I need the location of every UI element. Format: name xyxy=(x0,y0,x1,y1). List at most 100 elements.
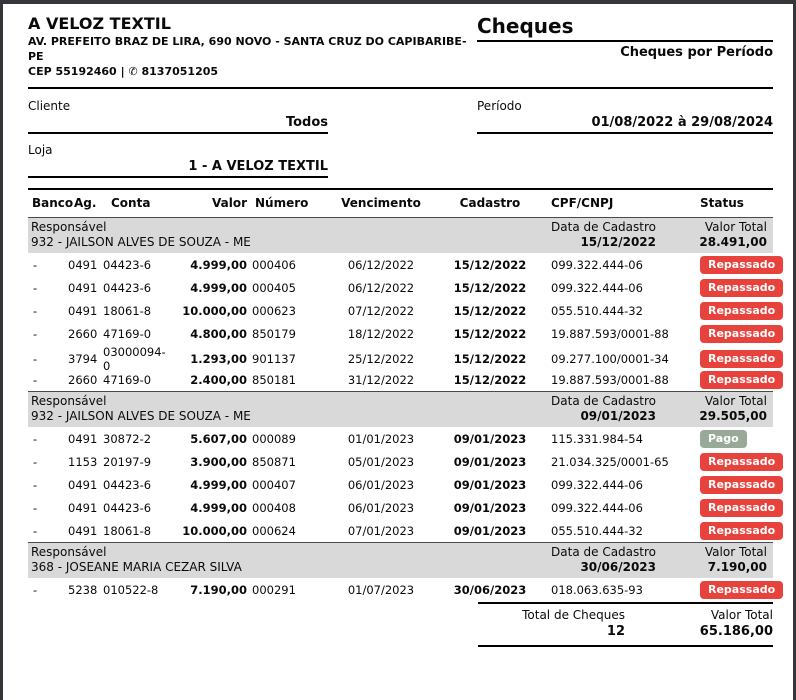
cell-numero: 000407 xyxy=(252,477,296,492)
table-row: - 2660 47169-0 2.400,00 850181 31/12/2022 15/1… xyxy=(28,368,784,391)
cell-cpf: 099.322.444-06 xyxy=(551,257,643,272)
loja-field: Loja 1 - A VELOZ TEXTIL xyxy=(28,143,328,178)
totals-footer: Total de Cheques 12 Valor Total 65.186,0… xyxy=(478,602,773,647)
cell-vencimento: 07/01/2023 xyxy=(347,523,415,538)
cell-ag: 0491 xyxy=(68,303,98,318)
cell-status: Repassado xyxy=(681,324,784,343)
group-responsavel: Responsável 368 - JOSEANE MARIA CEZAR SI… xyxy=(31,545,476,575)
column-header-ag: Ag. xyxy=(74,196,97,210)
cell-banco: - xyxy=(33,431,38,446)
group-valor-total: Valor Total 28.491,00 xyxy=(656,220,770,250)
status-badge: Repassado xyxy=(700,521,784,540)
filter-row: Cliente Todos Período 01/08/2022 à 29/08… xyxy=(28,99,773,134)
data-cadastro-value: 15/12/2022 xyxy=(580,235,656,249)
group-header: Responsável 932 - JAILSON ALVES DE SOUZA… xyxy=(28,217,773,253)
column-header-vencimento: Vencimento xyxy=(341,196,421,210)
cell-status: Repassado xyxy=(681,475,784,494)
filter-row: Loja 1 - A VELOZ TEXTIL xyxy=(28,143,773,178)
cell-numero: 000406 xyxy=(252,257,296,272)
cell-vencimento: 01/07/2023 xyxy=(347,582,415,597)
valor-total-label: Valor Total xyxy=(704,394,767,408)
cell-conta: 03000094-0 xyxy=(103,345,166,373)
status-badge: Repassado xyxy=(700,255,784,274)
cell-vencimento: 31/12/2022 xyxy=(347,372,415,387)
company-address: AV. PREFEITO BRAZ DE LIRA, 690 NOVO - SA… xyxy=(28,35,467,63)
cell-banco: - xyxy=(33,372,38,387)
phone-icon: ✆ xyxy=(128,65,138,78)
cell-vencimento: 06/01/2023 xyxy=(347,477,415,492)
cell-vencimento: 01/01/2023 xyxy=(347,431,415,446)
cell-valor: 4.800,00 xyxy=(190,326,247,341)
cell-banco: - xyxy=(33,326,38,341)
cell-cadastro: 09/01/2023 xyxy=(453,477,527,492)
cell-valor: 7.190,00 xyxy=(190,582,247,597)
cell-cpf: 19.887.593/0001-88 xyxy=(551,372,669,387)
table-row: - 0491 18061-8 10.000,00 000624 07/01/2023 09/… xyxy=(28,519,784,542)
cell-banco: - xyxy=(33,523,38,538)
cell-ag: 1153 xyxy=(68,454,98,469)
cell-ag: 0491 xyxy=(68,500,98,515)
cell-status: Pago xyxy=(681,429,773,448)
valor-total-value: 65.186,00 xyxy=(699,624,773,639)
cell-valor: 4.999,00 xyxy=(190,500,247,515)
column-header-conta: Conta xyxy=(111,196,151,210)
total-cheques-label: Total de Cheques xyxy=(522,608,625,622)
cell-banco: - xyxy=(33,500,38,515)
valor-total-value: 28.491,00 xyxy=(699,235,767,249)
cell-conta: 18061-8 xyxy=(103,303,152,318)
group-valor-total: Valor Total 29.505,00 xyxy=(656,394,770,424)
cell-status: Repassado xyxy=(681,521,784,540)
loja-label: Loja xyxy=(28,143,53,157)
cell-cadastro: 09/01/2023 xyxy=(453,500,527,515)
periodo-value: 01/08/2022 à 29/08/2024 xyxy=(591,115,773,130)
column-header-cpf-cnpj: CPF/CNPJ xyxy=(551,196,614,210)
cell-banco: - xyxy=(33,454,38,469)
valor-total-value: 29.505,00 xyxy=(699,409,767,423)
responsavel-label: Responsável xyxy=(31,394,107,408)
cell-conta: 20197-9 xyxy=(103,454,152,469)
cell-cadastro: 15/12/2022 xyxy=(453,326,527,341)
cell-status: Repassado xyxy=(681,301,784,320)
cell-status: Repassado xyxy=(681,278,784,297)
status-badge: Pago xyxy=(700,429,747,448)
cell-cadastro: 09/01/2023 xyxy=(453,431,527,446)
valor-total: Valor Total 65.186,00 xyxy=(625,608,773,640)
report-subtitle: Cheques por Período xyxy=(620,45,773,60)
cell-numero: 850181 xyxy=(252,372,296,387)
cell-banco: - xyxy=(33,257,38,272)
cell-numero: 000291 xyxy=(252,582,296,597)
total-cheques-value: 12 xyxy=(606,624,625,639)
cell-conta: 010522-8 xyxy=(103,582,159,597)
table-row: - 0491 04423-6 4.999,00 000405 06/12/2022 15/1… xyxy=(28,276,784,299)
cell-vencimento: 05/01/2023 xyxy=(347,454,415,469)
cell-cadastro: 15/12/2022 xyxy=(453,372,527,387)
cell-valor: 3.900,00 xyxy=(190,454,247,469)
cell-numero: 850179 xyxy=(252,326,296,341)
cell-vencimento: 06/01/2023 xyxy=(347,500,415,515)
cell-status: Repassado xyxy=(681,370,784,389)
cell-numero: 901137 xyxy=(252,352,296,366)
cell-banco: - xyxy=(33,280,38,295)
cell-ag: 3794 xyxy=(68,352,98,366)
cliente-value: Todos xyxy=(285,115,328,130)
group-data-cadastro: Data de Cadastro 30/06/2023 xyxy=(476,545,656,575)
cell-status: Repassado xyxy=(681,580,784,599)
status-badge: Repassado xyxy=(700,498,784,517)
status-badge: Repassado xyxy=(700,452,784,471)
table-body: Responsável 932 - JAILSON ALVES DE SOUZA… xyxy=(28,217,784,601)
responsavel-value: 932 - JAILSON ALVES DE SOUZA - ME xyxy=(31,409,251,423)
cell-cpf: 115.331.984-54 xyxy=(551,431,643,446)
cell-conta: 30872-2 xyxy=(103,431,152,446)
cell-cpf: 19.887.593/0001-88 xyxy=(551,326,669,341)
cell-ag: 0491 xyxy=(68,523,98,538)
cell-conta: 47169-0 xyxy=(103,326,152,341)
cell-numero: 000405 xyxy=(252,280,296,295)
responsavel-value: 368 - JOSEANE MARIA CEZAR SILVA xyxy=(31,560,242,574)
cell-cadastro: 15/12/2022 xyxy=(453,257,527,272)
cell-ag: 0491 xyxy=(68,280,98,295)
title-block: Cheques Cheques por Período xyxy=(477,14,773,60)
cell-vencimento: 06/12/2022 xyxy=(347,280,415,295)
cell-cpf: 055.510.444-32 xyxy=(551,523,643,538)
cell-valor: 10.000,00 xyxy=(182,523,247,538)
status-badge: Repassado xyxy=(700,580,784,599)
